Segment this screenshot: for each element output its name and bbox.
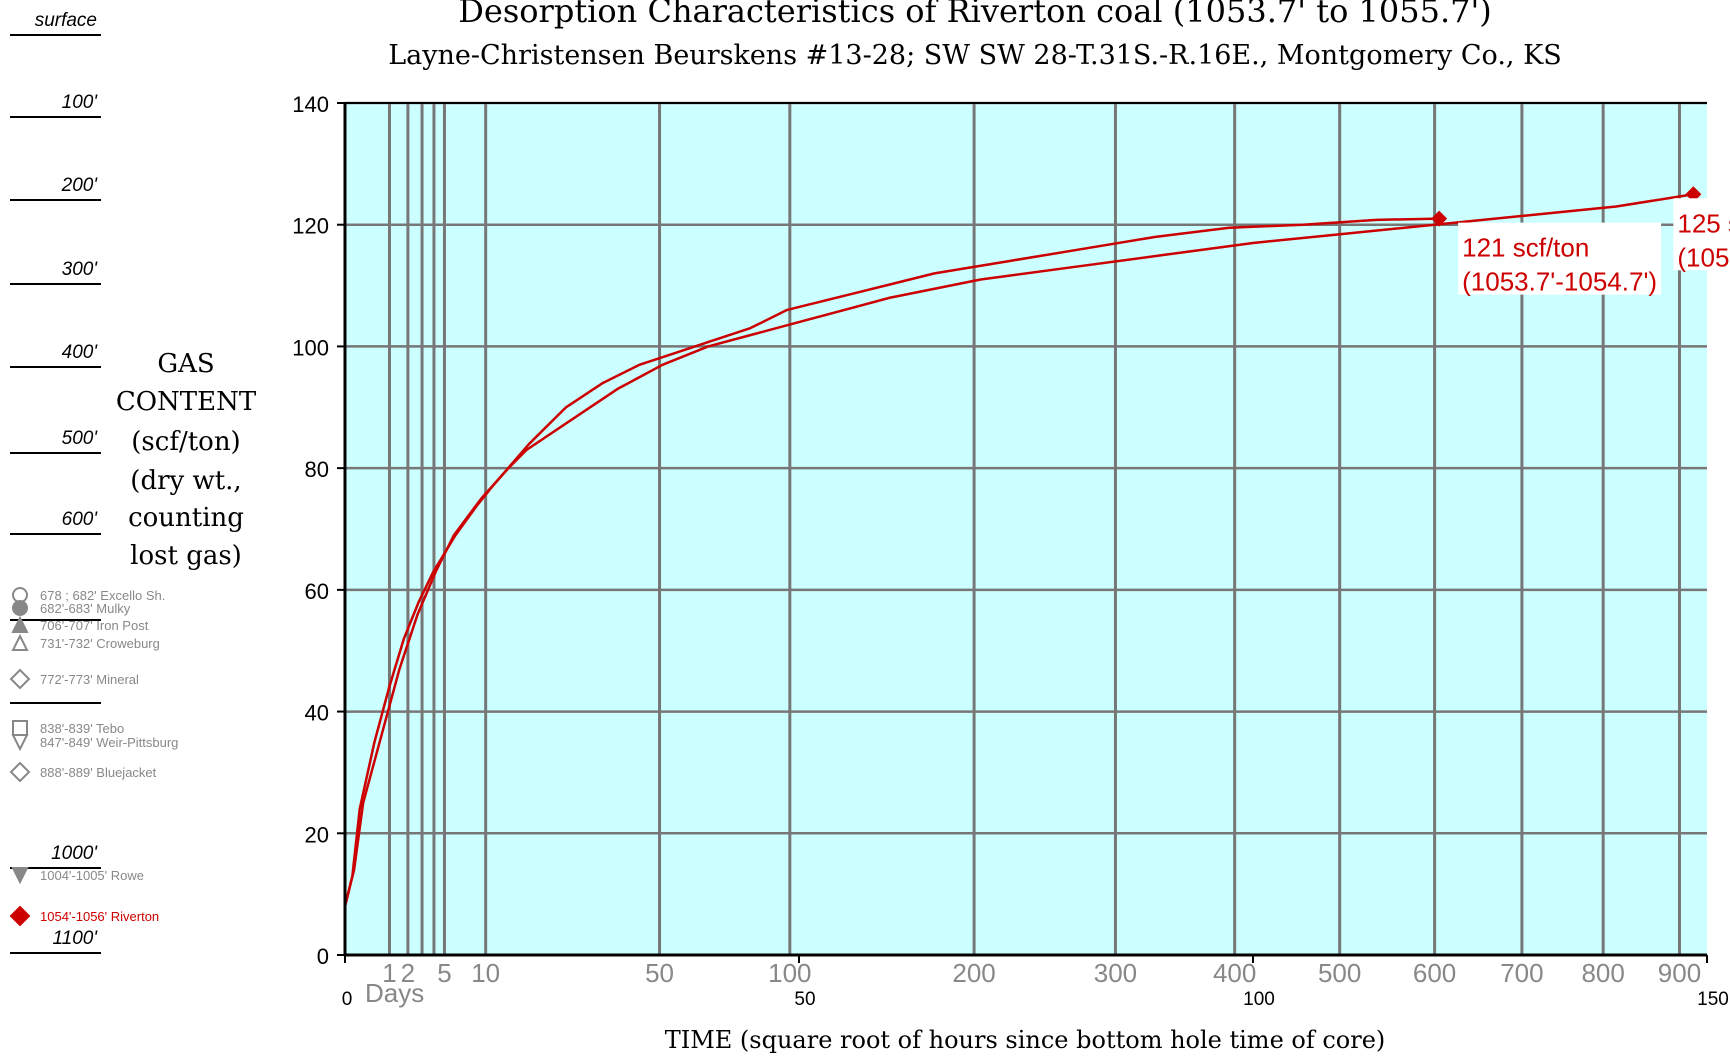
formation-symbol-icon bbox=[9, 905, 31, 927]
day-tick-label: 300 bbox=[1094, 958, 1137, 988]
axes bbox=[337, 102, 1708, 963]
depth-column: surface 100' 200' 300' 400' 500' 600' 1000' 1100… bbox=[9, 10, 178, 954]
depth-label: 200' bbox=[61, 175, 99, 196]
x-tick-label: 0 bbox=[342, 989, 353, 1010]
y-axis-label-line: counting bbox=[128, 503, 244, 533]
day-tick-label: 5 bbox=[437, 958, 451, 988]
y-tick-label: 80 bbox=[305, 457, 329, 482]
day-tick-label: 200 bbox=[952, 958, 995, 988]
y-tick-label: 140 bbox=[292, 92, 329, 117]
y-axis-label-line: CONTENT bbox=[116, 387, 257, 417]
y-axis-label-line: lost gas) bbox=[130, 541, 242, 571]
depth-label: 500' bbox=[62, 428, 99, 449]
formation-label: 1004'-1005' Rowe bbox=[40, 868, 144, 883]
y-tick-label: 0 bbox=[317, 944, 329, 969]
day-tick-label: 2 bbox=[401, 958, 415, 988]
day-tick-label: 10 bbox=[471, 958, 500, 988]
end-marker-label-bg bbox=[1458, 222, 1662, 295]
formation-symbol-icon bbox=[9, 668, 31, 690]
days-caption: Days bbox=[365, 978, 424, 1008]
formation-symbol-icon bbox=[11, 867, 29, 885]
chart-title: Desorption Characteristics of Riverton c… bbox=[458, 0, 1492, 30]
formation-label: 1054'-1056' Riverton bbox=[40, 909, 159, 924]
y-axis-label-line: (dry wt., bbox=[130, 466, 241, 496]
formation-label: 888'-889' Bluejacket bbox=[40, 765, 157, 780]
day-tick-label: 50 bbox=[645, 958, 674, 988]
day-tick-label: 500 bbox=[1318, 958, 1361, 988]
depth-label: 1100' bbox=[53, 928, 99, 949]
series-lines bbox=[343, 193, 1694, 907]
depth-label: 600' bbox=[62, 509, 99, 530]
depth-label: 1000' bbox=[51, 843, 98, 864]
x-tick-label: 50 bbox=[794, 989, 815, 1010]
depth-label: 300' bbox=[62, 259, 99, 280]
end-markers: 121 scf/ton (1053.7'-1054.7') 125 scf/ton (… bbox=[1431, 186, 1730, 297]
end-marker-label: 121 scf/ton bbox=[1462, 233, 1589, 263]
y-tick-label: 60 bbox=[305, 579, 329, 604]
y-axis-label-line: GAS bbox=[157, 349, 214, 379]
formation-symbol-icon bbox=[11, 734, 29, 752]
y-tick-label: 40 bbox=[305, 701, 329, 726]
day-tick-label: 900 bbox=[1658, 958, 1701, 988]
x-tick-label: 100 bbox=[1243, 989, 1275, 1010]
day-tick-label: 1 bbox=[382, 958, 396, 988]
formation-label: 731'-732' Croweburg bbox=[40, 636, 160, 651]
chart-subtitle: Layne-Christensen Beurskens #13-28; SW S… bbox=[388, 40, 1562, 71]
y-tick-label: 120 bbox=[292, 214, 329, 239]
day-tick-label: 800 bbox=[1581, 958, 1624, 988]
x-tick-label: 150 bbox=[1697, 989, 1729, 1010]
y-axis-label: GAS CONTENT (scf/ton) (dry wt., counting lost… bbox=[116, 349, 257, 571]
day-tick-label: 400 bbox=[1213, 958, 1256, 988]
formation-symbol-icon bbox=[11, 615, 29, 633]
series-line-1 bbox=[343, 193, 1694, 907]
formation-symbol-icon bbox=[11, 633, 29, 651]
y-tick-label: 20 bbox=[305, 822, 329, 847]
depth-label: 100' bbox=[62, 92, 99, 113]
formation-label: 847'-849' Weir-Pittsburg bbox=[40, 735, 178, 750]
formation-symbol-icon bbox=[9, 761, 31, 783]
y-tick-label: 100 bbox=[292, 335, 329, 360]
formation-label: 706'-707' Iron Post bbox=[40, 618, 149, 633]
formation-label: 678 ; 682' Excello Sh. bbox=[40, 588, 165, 603]
y-axis-label-line: (scf/ton) bbox=[131, 427, 240, 457]
day-tick-label: 700 bbox=[1500, 958, 1543, 988]
end-marker-depth-label: (1054.7'-1055.7') bbox=[1677, 242, 1730, 272]
day-tick-label: 600 bbox=[1413, 958, 1456, 988]
formation-label: 838'-839' Tebo bbox=[40, 721, 124, 736]
formation-label: 772'-773' Mineral bbox=[40, 672, 139, 687]
day-tick-label: 100 bbox=[768, 958, 811, 988]
formation-symbol-icon bbox=[12, 720, 28, 736]
depth-label: surface bbox=[35, 10, 97, 31]
x-axis-label: TIME (square root of hours since bottom … bbox=[665, 1026, 1386, 1054]
depth-label: 400' bbox=[62, 342, 99, 363]
formation-symbol-icon bbox=[12, 587, 28, 603]
end-marker-diamond bbox=[1431, 210, 1448, 227]
end-marker-depth-label: (1053.7'-1054.7') bbox=[1462, 267, 1657, 297]
end-marker-label: 125 scf/ton bbox=[1677, 208, 1730, 238]
end-marker-label-bg bbox=[1673, 198, 1730, 271]
formation-symbol-icon bbox=[12, 600, 28, 616]
series-line-2 bbox=[343, 217, 1440, 907]
formation-label: 682'-683' Mulky bbox=[40, 601, 131, 616]
